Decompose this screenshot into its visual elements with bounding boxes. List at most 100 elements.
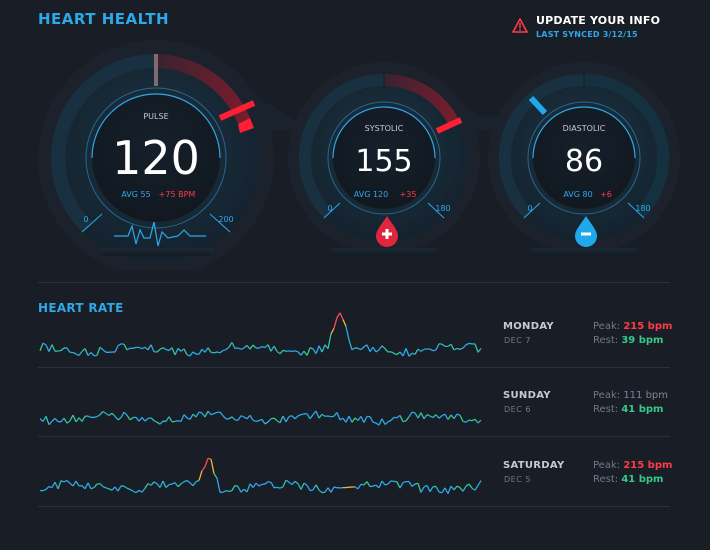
- day-summary-saturday[interactable]: SATURDAY DEC 5 Peak: 215 bpm Rest: 41 bp…: [503, 460, 683, 494]
- sparkline-segment: [402, 480, 407, 484]
- sparkline-segment: [309, 414, 314, 420]
- day-name: MONDAY: [503, 321, 554, 332]
- sparkline-segment: [231, 416, 236, 421]
- update-info-alert[interactable]: UPDATE YOUR INFO LAST SYNCED 3/12/15: [512, 14, 702, 44]
- sparkline-segment: [303, 482, 308, 486]
- sparkline-segment: [240, 488, 245, 493]
- sparkline-segment: [270, 417, 275, 420]
- sparkline-segment: [312, 348, 317, 355]
- sparkline-segment: [180, 481, 185, 485]
- sparkline-segment: [45, 344, 50, 352]
- sparkline-segment: [255, 419, 260, 423]
- sparkline-segment: [219, 411, 224, 417]
- sparkline-segment: [300, 482, 305, 490]
- sparkline-segment: [186, 417, 191, 420]
- sparkline-segment: [354, 347, 359, 349]
- day-summary-sunday[interactable]: SUNDAY DEC 6 Peak: 111 bpm Rest: 41 bpm: [503, 390, 683, 424]
- sparkline-segment: [48, 420, 53, 426]
- sparkline-segment: [438, 491, 443, 494]
- peak-label: Peak:: [593, 321, 621, 332]
- sparkline-segment: [42, 488, 47, 492]
- sparkline-segment: [243, 344, 248, 349]
- sparkline-segment: [477, 480, 482, 486]
- sparkline-segment: [246, 483, 251, 493]
- sparkline-segment: [306, 347, 311, 356]
- sparkline-segment: [426, 485, 431, 493]
- sparkline-segment: [330, 415, 335, 418]
- sparkline-segment: [294, 480, 299, 485]
- sparkline-segment: [63, 417, 68, 424]
- sparkline-segment: [432, 414, 437, 419]
- sparkline-segment: [450, 485, 455, 491]
- sparkline-segment: [318, 489, 323, 494]
- sparkline-segment: [114, 345, 119, 353]
- sparkline-segment: [462, 485, 467, 492]
- sparkline-segment: [75, 353, 80, 357]
- sparkline-segment: [39, 418, 44, 423]
- sparkline-segment: [354, 486, 359, 490]
- sparkline-segment: [159, 420, 164, 425]
- sparkline-segment: [264, 481, 269, 485]
- day-date: DEC 5: [504, 475, 531, 484]
- sparkline-segment: [168, 416, 173, 423]
- sparkline-segment: [60, 347, 65, 352]
- sparkline-segment: [348, 415, 353, 423]
- systolic-gauge: SYSTOLIC 155 AVG 120 +35 0 180: [288, 62, 480, 256]
- sparkline-segment: [153, 420, 158, 423]
- heart-rate-title: HEART RATE: [38, 301, 124, 315]
- sparkline-segment: [375, 349, 380, 353]
- sparkline-segment: [321, 413, 326, 417]
- sparkline-segment: [141, 487, 146, 493]
- sparkline-segment: [270, 482, 275, 489]
- sparkline-segment: [450, 414, 455, 420]
- sparkline-segment: [204, 458, 209, 467]
- sparkline-segment: [111, 486, 116, 491]
- sparkline-segment: [309, 347, 314, 350]
- sparkline-segment: [288, 481, 293, 486]
- sparkline-segment: [462, 420, 467, 423]
- sparkline-segment: [444, 413, 449, 420]
- sparkline-segment: [63, 479, 68, 483]
- sparkline-segment: [150, 344, 155, 353]
- sparkline-segment: [231, 342, 236, 349]
- day-summary-monday[interactable]: MONDAY DEC 7 Peak: 215 bpm Rest: 39 bpm: [503, 321, 683, 355]
- sparkline-segment: [288, 415, 293, 418]
- sparkline-segment: [423, 414, 428, 420]
- sparkline-segment: [372, 421, 377, 424]
- sparkline-segment: [372, 346, 377, 353]
- systolic-max: 180: [435, 204, 450, 213]
- sparkline-segment: [228, 342, 233, 348]
- day-date: DEC 6: [504, 405, 531, 414]
- sparkline-segment: [387, 480, 392, 485]
- heart-rate-charts: [39, 312, 482, 494]
- sparkline-segment: [318, 413, 323, 419]
- sparkline-segment: [462, 344, 467, 349]
- sparkline-segment: [441, 413, 446, 417]
- diastolic-value: 86: [565, 144, 603, 179]
- diastolic-min: 0: [527, 204, 532, 213]
- sparkline-segment: [216, 351, 221, 354]
- sparkline-segment: [69, 414, 74, 422]
- sparkline-segment: [282, 415, 287, 423]
- sparkline-segment: [198, 348, 203, 355]
- sparkline-segment: [333, 317, 338, 329]
- sparkline-segment: [207, 410, 212, 416]
- sparkline-segment: [306, 413, 311, 420]
- systolic-delta: +35: [400, 190, 417, 199]
- sparkline-segment: [465, 342, 470, 346]
- sparkline-segment: [201, 466, 206, 472]
- sparkline-segment: [300, 413, 305, 416]
- sparkline-segment: [456, 347, 461, 351]
- sparkline-segment: [303, 350, 308, 356]
- systolic-avg: AVG 120: [354, 190, 388, 199]
- sparkline-segment: [81, 416, 86, 422]
- sparkline-segment: [87, 482, 92, 490]
- sparkline-segment: [258, 418, 263, 422]
- diastolic-delta: +6: [600, 190, 612, 199]
- sparkline-segment: [66, 420, 71, 424]
- sparkline-segment: [144, 483, 149, 489]
- sparkline-segment: [51, 417, 56, 422]
- sparkline-segment: [159, 347, 164, 350]
- sparkline-segment: [420, 412, 425, 420]
- sparkline-segment: [246, 414, 251, 420]
